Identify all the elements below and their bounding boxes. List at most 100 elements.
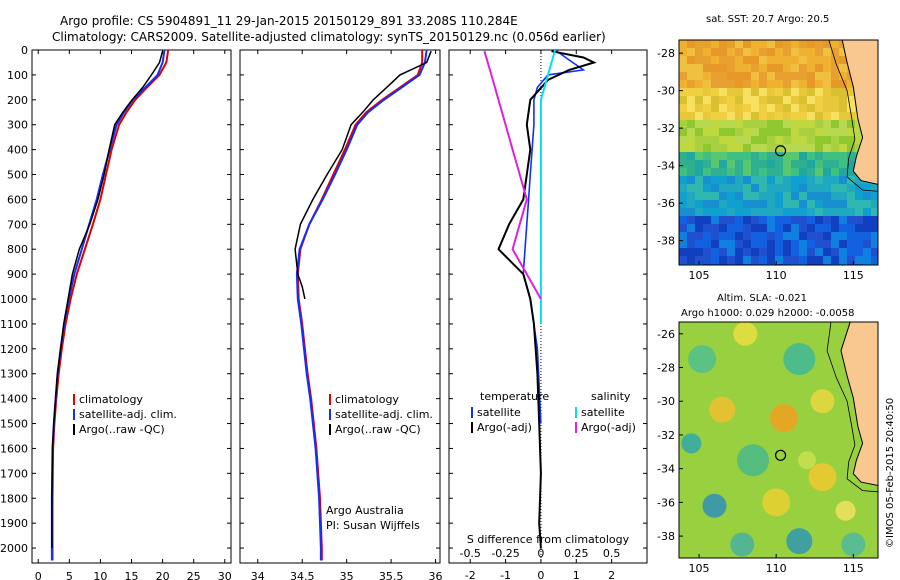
difference-xtick-label: 0 bbox=[537, 569, 544, 580]
sst-cell bbox=[679, 184, 687, 192]
sst-cell bbox=[759, 256, 767, 264]
sst-cell bbox=[767, 176, 775, 184]
sst-cell bbox=[711, 56, 719, 64]
sst-cell bbox=[871, 224, 878, 232]
sst-cell bbox=[703, 200, 711, 208]
sst-cell bbox=[799, 256, 807, 264]
sst-cell bbox=[679, 192, 687, 200]
map-xtick-label: 110 bbox=[766, 562, 787, 575]
sst-cell bbox=[759, 216, 767, 224]
sst-cell bbox=[743, 200, 751, 208]
sst-cell bbox=[719, 160, 727, 168]
sst-cell bbox=[767, 88, 775, 96]
sst-cell bbox=[743, 176, 751, 184]
sst-cell bbox=[791, 224, 799, 232]
sst-cell bbox=[727, 200, 735, 208]
sst-cell bbox=[775, 200, 783, 208]
sst-cell bbox=[799, 200, 807, 208]
sst-cell bbox=[687, 104, 695, 112]
argo-location-marker bbox=[774, 145, 787, 157]
sst-cell bbox=[823, 248, 831, 256]
sst-cell bbox=[759, 168, 767, 176]
sst-cell bbox=[855, 192, 863, 200]
sst-cell bbox=[823, 128, 831, 136]
sst-cell bbox=[703, 96, 711, 104]
sst-cell bbox=[839, 104, 847, 112]
sst-cell bbox=[871, 248, 878, 256]
sst-cell bbox=[719, 248, 727, 256]
shelf-contour bbox=[826, 322, 878, 493]
header-line1: Argo profile: CS 5904891_11 29-Jan-2015 … bbox=[60, 14, 518, 28]
sst-cell bbox=[831, 96, 839, 104]
sst-cell bbox=[719, 72, 727, 80]
sst-cell bbox=[751, 56, 759, 64]
sst-cell bbox=[767, 120, 775, 128]
sla-blob bbox=[769, 404, 798, 433]
sst-cell bbox=[815, 104, 823, 112]
sst-cell bbox=[807, 216, 815, 224]
sst-cell bbox=[807, 176, 815, 184]
sst-cell bbox=[727, 248, 735, 256]
sst-cell bbox=[735, 232, 743, 240]
sst-cell bbox=[743, 216, 751, 224]
sst-cell bbox=[735, 248, 743, 256]
sst-cell bbox=[767, 64, 775, 72]
sst-cell bbox=[711, 88, 719, 96]
sst-cell bbox=[703, 128, 711, 136]
sst-cell bbox=[791, 168, 799, 176]
sst-cell bbox=[735, 48, 743, 56]
sst-cell bbox=[839, 48, 847, 56]
sst-cell bbox=[831, 192, 839, 200]
sst-cell bbox=[799, 216, 807, 224]
sst-cell bbox=[727, 176, 735, 184]
sst-cell bbox=[695, 216, 703, 224]
sst-cell bbox=[727, 96, 735, 104]
sst-cell bbox=[711, 96, 719, 104]
sst-cell bbox=[751, 96, 759, 104]
sst-cell bbox=[791, 256, 799, 264]
sst-cell bbox=[863, 248, 871, 256]
salinity-xtick-label: 34.5 bbox=[290, 570, 315, 580]
sst-cell bbox=[799, 248, 807, 256]
sst-cell bbox=[831, 160, 839, 168]
sst-cell bbox=[735, 176, 743, 184]
sst-cell bbox=[743, 208, 751, 216]
sst-cell bbox=[751, 88, 759, 96]
sst-cell bbox=[751, 112, 759, 120]
sst-cell bbox=[847, 128, 855, 136]
sst-cell bbox=[703, 40, 711, 48]
difference-series-3 bbox=[483, 50, 542, 300]
sst-cell bbox=[791, 104, 799, 112]
sst-cell bbox=[799, 208, 807, 216]
sst-cell bbox=[735, 80, 743, 88]
sst-cell bbox=[839, 56, 847, 64]
sla-blob bbox=[737, 444, 770, 477]
sst-cell bbox=[735, 208, 743, 216]
sst-cell bbox=[791, 64, 799, 72]
map-frame bbox=[678, 321, 879, 559]
sst-cell bbox=[831, 216, 839, 224]
diff-legend-item: Argo(-adj) bbox=[477, 421, 532, 434]
sst-cell bbox=[759, 160, 767, 168]
sst-cell bbox=[775, 144, 783, 152]
sst-cell bbox=[719, 112, 727, 120]
sst-cell bbox=[863, 184, 871, 192]
sst-cell bbox=[679, 72, 687, 80]
sst-cell bbox=[791, 240, 799, 248]
sst-cell bbox=[735, 160, 743, 168]
sst-cell bbox=[847, 144, 855, 152]
sst-cell bbox=[727, 88, 735, 96]
sst-cell bbox=[839, 96, 847, 104]
sst-cell bbox=[711, 192, 719, 200]
sst-cell bbox=[775, 216, 783, 224]
sst-cell bbox=[775, 240, 783, 248]
map-ytick-label: -38 bbox=[657, 235, 675, 248]
sst-cell bbox=[799, 152, 807, 160]
map-sla-subtitle: Argo h1000: 0.029 h2000: -0.0058 bbox=[681, 308, 855, 319]
sst-cell bbox=[815, 112, 823, 120]
sst-cell bbox=[695, 160, 703, 168]
depth-tick-label: 700 bbox=[7, 218, 28, 231]
sst-cell bbox=[815, 216, 823, 224]
sst-cell bbox=[767, 40, 775, 48]
